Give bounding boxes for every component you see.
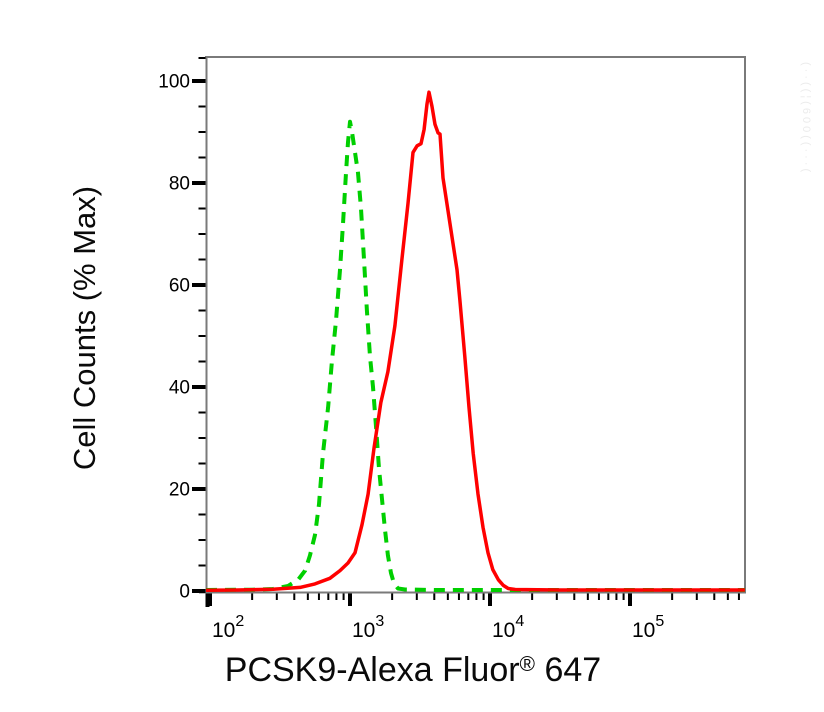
x-tick-label: 104 <box>492 613 524 642</box>
y-tick-label: 20 <box>169 480 190 501</box>
x-tick-label: 102 <box>212 613 244 642</box>
x-axis-label-suffix: 647 <box>535 651 602 689</box>
registered-trademark-symbol: ® <box>519 653 536 676</box>
y-axis-label: Cell Counts (% Max) <box>67 186 103 470</box>
x-axis-label: PCSK9-Alexa Fluor® 647 <box>225 651 601 690</box>
watermark: (··((¦(600((···( <box>800 62 812 176</box>
y-tick-label: 100 <box>158 72 190 93</box>
x-axis-label-main: PCSK9-Alexa Fluor <box>224 651 520 689</box>
x-tick-label: 103 <box>352 613 384 642</box>
x-tick-label: 105 <box>632 613 664 642</box>
curve-pcsk9-alexa-fluor-647-stained <box>205 90 745 592</box>
y-tick-label: 60 <box>169 276 190 297</box>
curve-unstained-control <box>205 119 745 592</box>
y-axis-label-text: Cell Counts (% Max) <box>67 185 102 471</box>
y-tick-label: 40 <box>169 378 190 399</box>
y-tick-label: 80 <box>169 174 190 195</box>
y-tick-label: 0 <box>179 582 190 603</box>
